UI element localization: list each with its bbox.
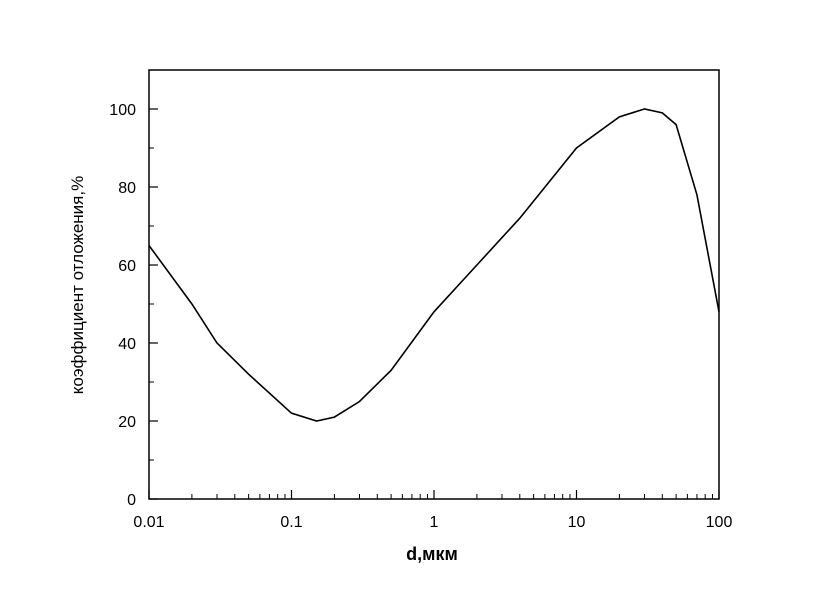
y-tick-label: 60 (118, 258, 136, 275)
x-tick-label: 10 (568, 514, 586, 531)
y-tick-label: 100 (109, 102, 136, 119)
y-axis-ticks: 0 20 40 60 80 100 (109, 102, 158, 509)
plot-frame (148, 69, 720, 500)
y-tick-label: 0 (127, 492, 136, 509)
data-points (149, 109, 719, 421)
x-tick-label: 0.01 (133, 514, 164, 531)
x-tick-label: 0.1 (280, 514, 302, 531)
x-axis-title: d,мкм (406, 544, 458, 564)
y-tick-label: 80 (118, 180, 136, 197)
x-tick-label: 100 (706, 514, 733, 531)
y-tick-label: 20 (118, 414, 136, 431)
x-tick-label: 1 (430, 514, 439, 531)
series-line (148, 108, 720, 422)
x-axis-ticks: 0.01 0.1 1 10 100 (133, 490, 732, 531)
y-axis-title: коэффициент отложения,% (68, 176, 87, 394)
y-tick-label: 40 (118, 336, 136, 353)
